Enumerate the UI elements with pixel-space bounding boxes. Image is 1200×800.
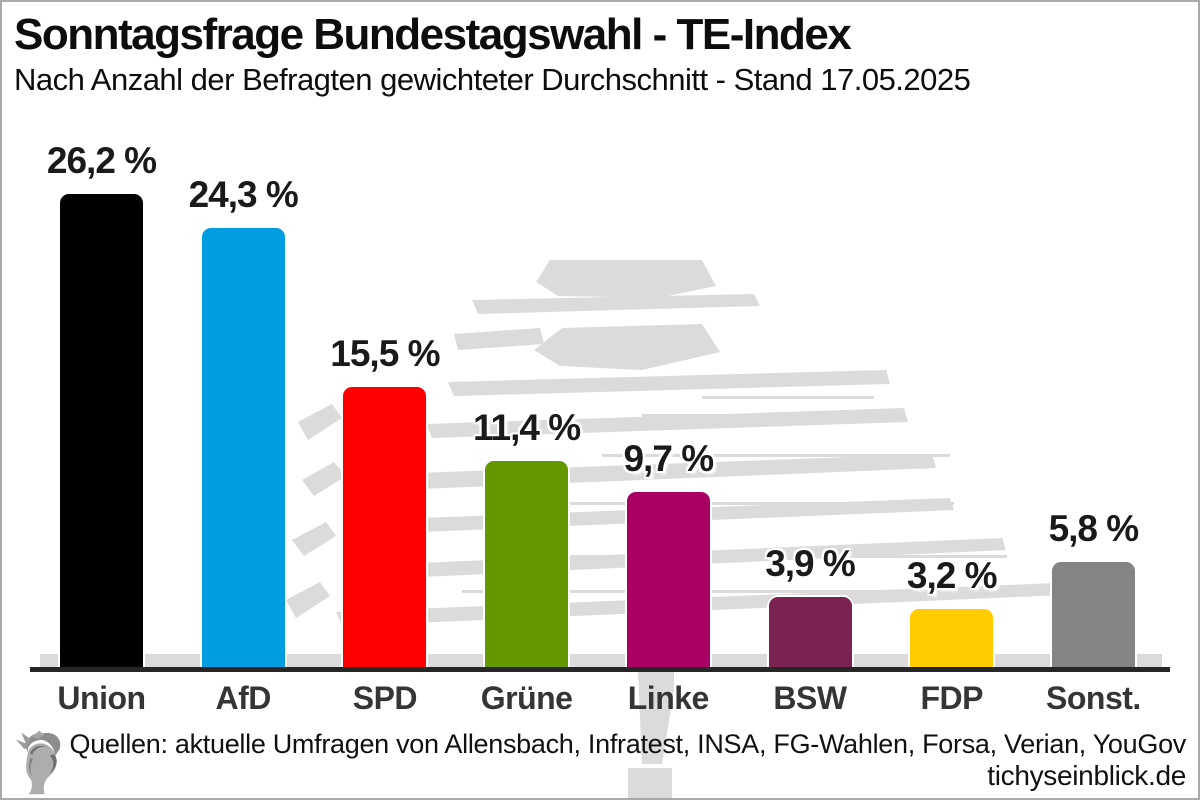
bar-linke [626,492,710,667]
bar-category-label: SPD [352,680,418,716]
bar-value-label: 5,8 % [1048,508,1140,549]
bar-value-label: 9,7 % [623,438,714,479]
site-link[interactable]: tichyseinblick.de [987,760,1186,791]
bar-sonst [1051,562,1135,667]
bar-afd [201,228,285,667]
page-title: Sonntagsfrage Bundestagswahl - TE-Index [14,10,852,59]
bar-value-label: 3,2 % [906,555,998,596]
bar-category-label: Grüne [480,680,573,716]
bar-category-label: FDP [920,680,983,716]
bar-spd [343,387,427,667]
bar-category-label: Linke [627,680,710,716]
bar-value-label: 11,4 % [473,407,581,448]
bar-category-label: Sonst. [1046,680,1141,716]
bar-category-label: Union [57,680,146,716]
x-axis-line [30,667,1170,672]
bar-value-label: 24,3 % [188,174,299,215]
hermes-head-logo [15,730,61,795]
bar-value-label: 15,5 % [330,333,440,374]
bar-fdp [910,609,994,667]
bar-value-label: 3,9 % [765,543,856,584]
page-subtitle: Nach Anzahl der Befragten gewichteter Du… [14,62,971,97]
bar-union [60,194,143,667]
bar-gruene [485,461,569,667]
bar-category-label: AfD [215,680,272,716]
bar-value-label: 26,2 % [46,140,157,181]
sources-line: Quellen: aktuelle Umfragen von Allensbac… [69,729,1187,759]
bar-bsw [768,597,852,667]
footer-text: Quellen: aktuelle Umfragen von Allensbac… [70,728,1187,792]
bar-category-label: BSW [773,680,847,716]
